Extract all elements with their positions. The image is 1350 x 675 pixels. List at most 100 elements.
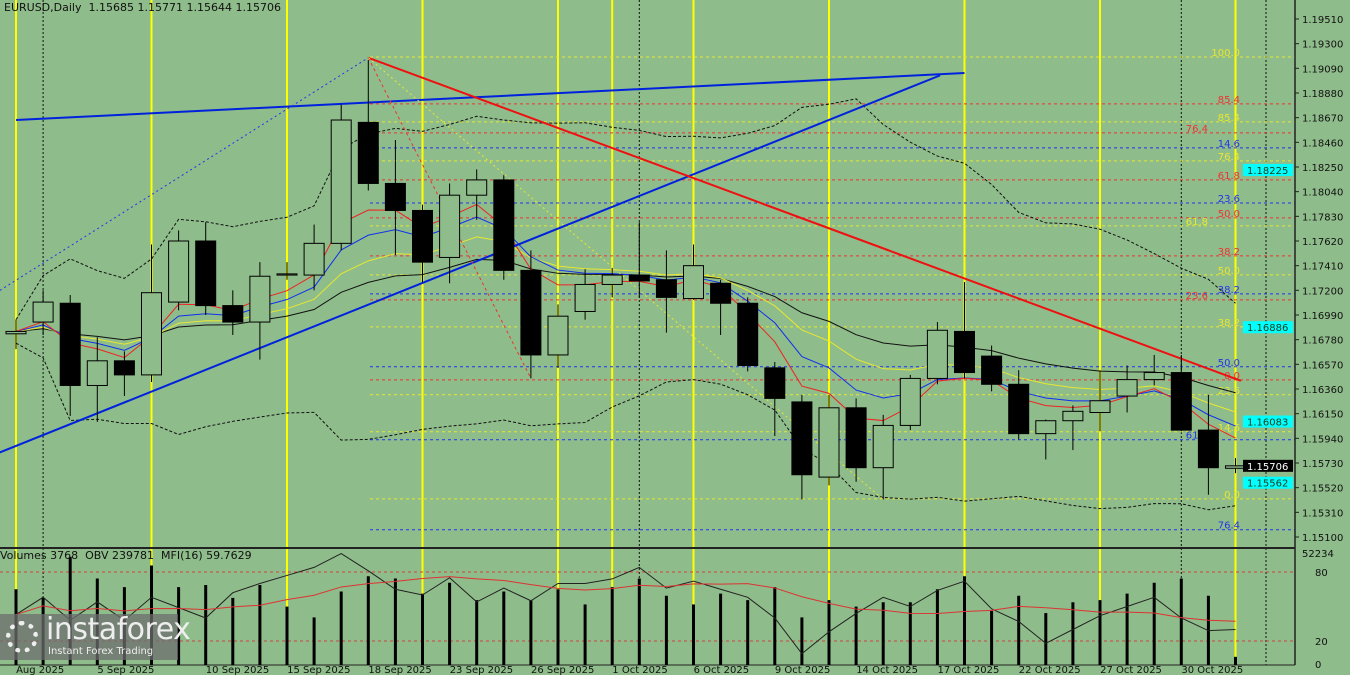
- candle: [466, 169, 488, 220]
- candle-body: [628, 274, 650, 282]
- y-tick-label: 1.16780: [1302, 336, 1343, 347]
- y-tick-label: 1.16570: [1302, 360, 1343, 371]
- candle-body: [845, 407, 867, 469]
- y-tick-label: 1.18040: [1302, 188, 1343, 199]
- candle: [59, 295, 81, 417]
- volumes-readout: Volumes 3768: [0, 549, 79, 562]
- candle-body: [547, 315, 569, 356]
- candle-body: [32, 301, 54, 323]
- y-tick-label: 1.19300: [1302, 40, 1343, 51]
- candle: [574, 269, 596, 320]
- candle: [113, 351, 135, 397]
- fib-label: 0.0: [1224, 490, 1240, 501]
- bollinger-lower: [15, 342, 1236, 511]
- candle-body: [1062, 410, 1084, 422]
- fib-label: 38.2: [1218, 285, 1240, 296]
- x-tick-label: 15 Sep 2025: [287, 665, 350, 675]
- x-tick-label: 1 Oct 2025: [612, 665, 667, 675]
- mfi-readout: MFI(16) 59.7629: [161, 549, 252, 562]
- candle-body: [384, 182, 406, 211]
- candle: [195, 222, 217, 315]
- y-tick-label: 1.18670: [1302, 114, 1343, 125]
- candle: [86, 337, 108, 422]
- y-tick-label: 1.17200: [1302, 286, 1343, 297]
- fib-label: 0.0: [1224, 371, 1240, 382]
- candle-body: [141, 292, 162, 376]
- mfi-line: [15, 553, 1236, 655]
- candle-body: [520, 269, 542, 356]
- ma-yellow: [15, 236, 1236, 413]
- candle-body: [574, 283, 596, 312]
- x-tick-label: 22 Oct 2025: [1019, 665, 1081, 675]
- candle: [32, 290, 54, 335]
- candle-body: [1089, 400, 1111, 413]
- x-tick-label: Aug 2025: [16, 665, 64, 675]
- y-tick-label: 1.18250: [1302, 163, 1343, 174]
- candle: [628, 222, 650, 298]
- candle-body: [222, 305, 244, 323]
- y-tick-label: 1.15940: [1302, 434, 1343, 445]
- y-tick-label: 1.17620: [1302, 237, 1343, 248]
- candle: [1197, 394, 1219, 495]
- candle: [872, 414, 894, 500]
- candle: [737, 297, 759, 372]
- candle-body: [330, 119, 352, 244]
- candle: [1170, 354, 1192, 432]
- candle: [249, 262, 271, 360]
- indicator-header: Volumes 3768 OBV 239781 MFI(16) 59.7629: [0, 549, 252, 562]
- candle: [547, 304, 569, 368]
- y-tick-label: 1.15730: [1302, 459, 1343, 470]
- x-tick-label: 17 Oct 2025: [938, 665, 1000, 675]
- symbol: EURUSD: [4, 1, 51, 14]
- candle: [1116, 365, 1138, 413]
- price-marker: [1243, 163, 1293, 176]
- fib-label: 50.0: [1218, 209, 1240, 220]
- x-tick-label: 27 Oct 2025: [1100, 665, 1162, 675]
- candle-body: [1035, 420, 1057, 435]
- candle-body: [466, 179, 488, 196]
- price-marker-label: 1.18225: [1247, 166, 1288, 177]
- candle-body: [764, 367, 786, 399]
- candle-body: [1116, 379, 1138, 397]
- y-tick-label: 1.16360: [1302, 385, 1343, 396]
- fib-label: 14.6: [1218, 139, 1240, 150]
- candle: [222, 290, 244, 335]
- candle-body: [926, 329, 948, 379]
- candle-body: [1170, 372, 1192, 431]
- candle-body: [1225, 465, 1246, 469]
- trendline: [0, 74, 941, 454]
- candle-body: [1008, 383, 1030, 435]
- candle-body: [412, 209, 433, 263]
- candle: [845, 398, 867, 482]
- ohlc-readout: 1.15685 1.15771 1.15644 1.15706: [88, 1, 281, 14]
- candle: [601, 268, 623, 298]
- trendline: [367, 56, 1242, 382]
- x-tick-label: 5 Sep 2025: [97, 665, 154, 675]
- logo-tagline: Instant Forex Trading: [48, 646, 154, 657]
- candle: [899, 374, 921, 431]
- candle: [520, 250, 542, 379]
- y-tick-label: 1.19510: [1302, 15, 1343, 26]
- instaforex-logo: instaforex Instant Forex Trading: [0, 612, 191, 660]
- candle: [1062, 405, 1084, 451]
- candle-body: [5, 330, 27, 335]
- y-tick-label: 1.18460: [1302, 138, 1343, 149]
- candle: [655, 250, 677, 333]
- bollinger-upper: [15, 98, 1236, 320]
- trendline: [15, 72, 965, 122]
- candle-body: [195, 240, 217, 307]
- fib-label: 23.6: [1218, 194, 1240, 205]
- candle: [981, 345, 1003, 392]
- candle: [954, 282, 975, 379]
- candle: [764, 361, 786, 436]
- y-tick-label: 1.16150: [1302, 410, 1343, 421]
- candle-body: [818, 407, 840, 478]
- x-tick-label: 9 Oct 2025: [775, 665, 830, 675]
- mfi-level-label: 20: [1315, 637, 1328, 648]
- candle-body: [872, 424, 894, 469]
- fib-label: 61.8: [1186, 431, 1208, 442]
- obv-readout: OBV 239781: [85, 549, 155, 562]
- fib-label: 100.0: [1211, 48, 1240, 59]
- price-marker: [1243, 476, 1293, 489]
